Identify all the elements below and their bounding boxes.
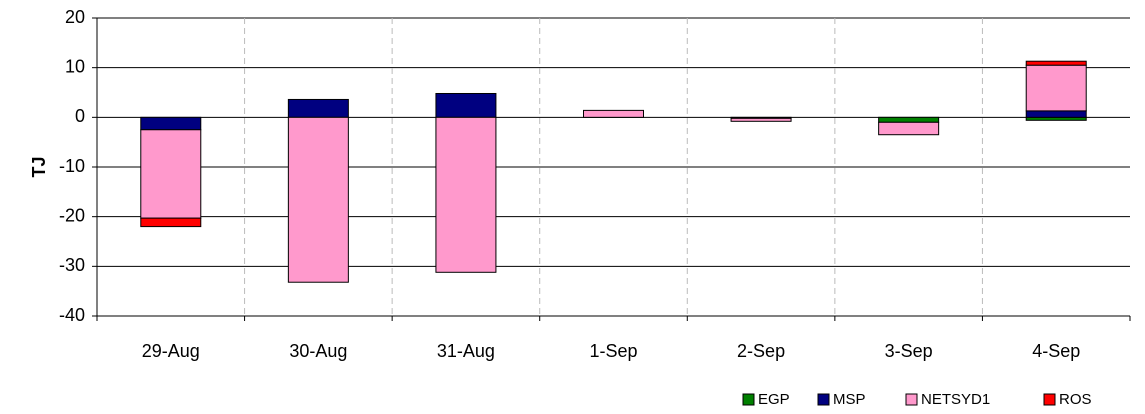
bar-segment	[435, 92, 497, 118]
bar-segment	[287, 116, 349, 283]
legend-label: MSP	[833, 391, 866, 408]
legend-label: EGP	[758, 391, 790, 408]
y-tick-label: 10	[65, 56, 85, 76]
x-tick-label: 29-Aug	[142, 341, 200, 361]
bar-segment	[583, 109, 644, 118]
y-tick-label: 0	[75, 106, 85, 126]
bar-segment	[878, 116, 940, 123]
bar-segment	[287, 98, 349, 118]
bar-segment	[435, 116, 497, 273]
legend-swatch	[905, 393, 918, 406]
legend-swatch	[742, 393, 755, 406]
y-tick-label: -30	[59, 255, 85, 275]
bar-segment	[140, 116, 202, 131]
bar-segment	[140, 129, 202, 219]
bar-segment	[1025, 110, 1087, 118]
y-tick-label: -20	[59, 205, 85, 225]
bar-segment	[1025, 64, 1087, 112]
legend-swatch	[1043, 393, 1056, 406]
bar-segment	[140, 217, 202, 228]
x-tick-label: 2-Sep	[737, 341, 785, 361]
y-tick-label: -10	[59, 156, 85, 176]
legend-swatch	[817, 393, 830, 406]
y-tick-label: -40	[59, 305, 85, 325]
y-axis-label: TJ	[29, 156, 49, 177]
x-tick-label: 30-Aug	[289, 341, 347, 361]
bar-segment	[878, 121, 940, 136]
legend-label: ROS	[1059, 391, 1092, 408]
legend-label: NETSYD1	[921, 391, 990, 408]
x-tick-label: 31-Aug	[437, 341, 495, 361]
y-tick-label: 20	[65, 7, 85, 27]
bar-segment	[1025, 60, 1087, 66]
x-tick-label: 4-Sep	[1032, 341, 1080, 361]
bar-segment	[730, 117, 792, 122]
x-tick-label: 3-Sep	[885, 341, 933, 361]
x-tick-label: 1-Sep	[589, 341, 637, 361]
